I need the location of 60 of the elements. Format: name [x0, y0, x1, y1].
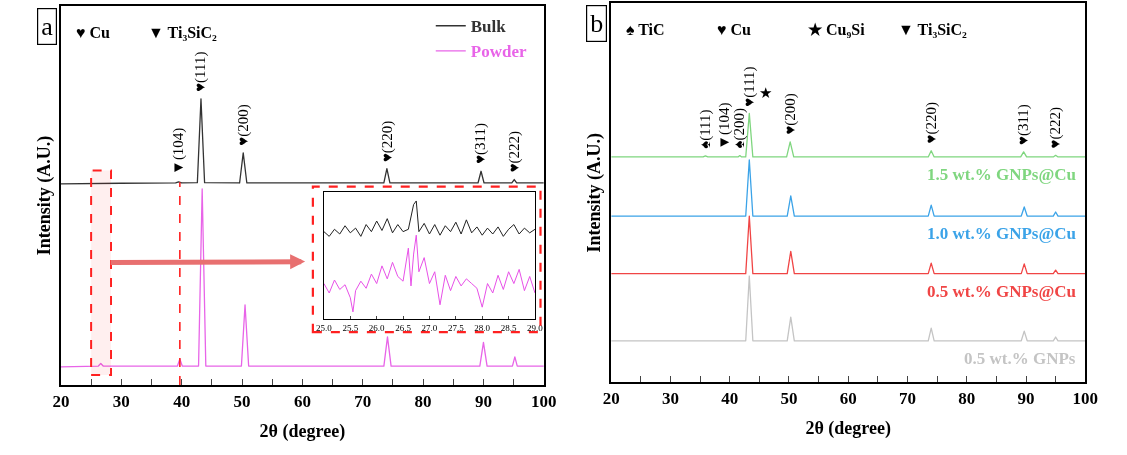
text: ♥ Cu — [76, 24, 111, 41]
text: ♠ TiC — [626, 21, 665, 38]
text: ♥ Cu — [717, 21, 752, 38]
x-tick-label: 50 — [233, 392, 251, 412]
annotation: ♥(222) — [1046, 107, 1064, 149]
annotation: ♥(200) — [781, 93, 799, 135]
annotation: ♥(111) — [192, 51, 210, 92]
annotation: ♥(220) — [378, 120, 396, 163]
y-axis-title: Intensity (A.U.) — [33, 135, 55, 256]
x-tick-label: 26.0 — [368, 322, 386, 333]
annotation: ♥(311) — [1015, 104, 1033, 145]
x-tick-label: 40 — [173, 392, 191, 412]
x-tick-label: 70 — [354, 392, 372, 412]
x-tick-label: 90 — [474, 392, 492, 412]
series-label: 0.5 wt.% GNPs — [964, 349, 1076, 368]
x-tick-label: 100 — [531, 392, 557, 412]
x-tick-label: 20 — [602, 389, 620, 409]
x-tick-label: 30 — [661, 389, 679, 409]
x-tick-label: 60 — [293, 392, 311, 412]
x-tick-label: 28.0 — [474, 322, 491, 333]
legend-label: Bulk — [470, 17, 507, 37]
x-axis-title: 2θ (degree) — [259, 420, 346, 442]
annotation: ▼(104) — [715, 102, 733, 150]
x-tick-label: 100 — [1072, 389, 1099, 409]
x-axis-title: 2θ (degree) — [805, 418, 892, 439]
x-tick-label: 27.5 — [447, 322, 465, 333]
x-tick-label: 80 — [414, 392, 432, 412]
text: ▼ Ti₃SiC₂ — [898, 21, 968, 38]
text: ★ Cu₉Si — [808, 21, 866, 38]
annotation: ♥(220) — [922, 102, 940, 144]
annotation: ♥(200) — [234, 104, 252, 146]
annotation: ▼(104) — [170, 127, 188, 175]
annotation: ♥(222) — [506, 130, 524, 173]
annotation: ♥(111) — [740, 66, 758, 107]
x-tick-label: 40 — [721, 389, 739, 409]
x-tick-label: 70 — [899, 389, 917, 409]
legend-label: Powder — [470, 42, 527, 62]
series-label: 1.5 wt.% GNPs@Cu — [927, 165, 1076, 184]
x-tick-label: 80 — [958, 389, 976, 409]
x-tick-label: 28.5 — [500, 322, 517, 333]
x-tick-label: 30 — [112, 392, 130, 412]
annotation: ♠(200) — [731, 107, 749, 149]
annotation: ♥(311) — [472, 122, 490, 164]
text: ▼ Ti₃SiC₂ — [148, 24, 218, 41]
chart-title: b — [590, 9, 604, 39]
x-tick-label: 20 — [52, 392, 70, 412]
x-tick-label: 26.5 — [395, 322, 412, 333]
y-axis-title: Intensity (A.U.) — [584, 132, 606, 253]
chart-title: a — [41, 12, 54, 42]
x-tick-label: 25.0 — [316, 322, 333, 333]
annotation: ★ — [759, 85, 772, 101]
x-tick-label: 50 — [780, 389, 798, 409]
series-label: 1.0 wt.% GNPs@Cu — [927, 224, 1076, 243]
x-tick-label: 90 — [1017, 389, 1035, 409]
x-tick-label: 60 — [839, 389, 857, 409]
x-tick-label: 25.5 — [342, 322, 359, 333]
series-label: 0.5 wt.% GNPs@Cu — [927, 282, 1076, 301]
annotation: ♠(111) — [697, 109, 715, 149]
x-tick-label: 29.0 — [527, 322, 544, 333]
x-tick-label: 27.0 — [421, 322, 438, 333]
